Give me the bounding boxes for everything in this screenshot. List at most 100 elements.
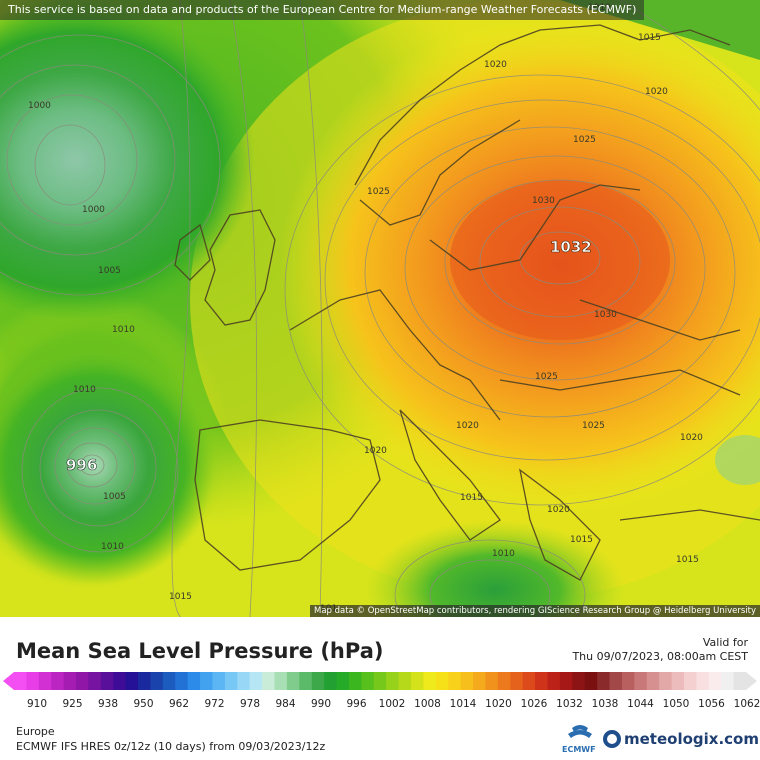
isobar-label: 1005 bbox=[103, 492, 126, 502]
scale-tick-label: 1032 bbox=[556, 698, 583, 710]
ecmwf-logo-text: ECMWF bbox=[562, 745, 596, 754]
scale-swatch bbox=[460, 672, 474, 690]
scale-swatch bbox=[224, 672, 238, 690]
map-attribution[interactable]: Map data © OpenStreetMap contributors, r… bbox=[310, 605, 760, 617]
scale-right-arrow bbox=[746, 672, 757, 690]
scale-swatch bbox=[138, 672, 151, 690]
scale-swatch bbox=[286, 672, 300, 690]
scale-swatch bbox=[733, 672, 747, 690]
legend-footer: Mean Sea Level Pressure (hPa) Valid for … bbox=[0, 617, 760, 760]
scale-swatch bbox=[547, 672, 561, 690]
valid-for-label: Valid for bbox=[702, 636, 748, 649]
scale-swatch bbox=[535, 672, 548, 690]
region-label: Europe bbox=[16, 725, 55, 738]
isobar-labels: 1010 1015 1020 1020 1025 1025 1030 1030 … bbox=[28, 3, 703, 614]
scale-swatch bbox=[398, 672, 412, 690]
meteologix-brand: meteologix.com bbox=[624, 730, 759, 748]
isobar-label: 1030 bbox=[532, 196, 555, 206]
scale-tick-label: 1050 bbox=[662, 698, 690, 710]
scale-swatch bbox=[324, 672, 338, 690]
scale-tick-label: 962 bbox=[168, 698, 190, 710]
pressure-field: 1010 1015 1020 1020 1025 1025 1030 1030 … bbox=[0, 0, 760, 617]
isobar-label: 1010 bbox=[112, 325, 135, 335]
scale-tick-label: 984 bbox=[275, 698, 296, 710]
scale-swatch bbox=[63, 672, 77, 690]
scale-swatch bbox=[683, 672, 697, 690]
scale-swatch bbox=[274, 672, 288, 690]
valid-date: Thu 09/07/2023, 08:00am CEST bbox=[572, 650, 748, 663]
scale-swatch bbox=[26, 672, 40, 690]
scale-swatch bbox=[100, 672, 114, 690]
isobar-label: 1030 bbox=[594, 310, 617, 320]
isobar-label: 1020 bbox=[364, 446, 387, 456]
isobar-label: 1025 bbox=[573, 135, 596, 145]
scale-swatch bbox=[76, 672, 89, 690]
isobar-label: 1025 bbox=[582, 421, 605, 431]
scale-swatch bbox=[38, 672, 52, 690]
scale-swatch bbox=[125, 672, 139, 690]
scale-swatch bbox=[311, 672, 325, 690]
color-scale-ticks: 910 925 938 950 962 972 978 984 990 996 1002 1008 10… bbox=[0, 698, 760, 712]
isobar-label: 1015 bbox=[169, 592, 192, 602]
isobar-label: 1010 bbox=[492, 549, 515, 559]
scale-swatch bbox=[621, 672, 635, 690]
scale-swatch bbox=[150, 672, 164, 690]
scale-swatch bbox=[373, 672, 387, 690]
scale-swatch bbox=[696, 672, 710, 690]
scale-swatch bbox=[609, 672, 623, 690]
scale-tick-label: 1026 bbox=[520, 698, 548, 710]
scale-swatch bbox=[497, 672, 511, 690]
isobar-label: 1015 bbox=[676, 555, 699, 565]
model-info: ECMWF IFS HRES 0z/12z (10 days) from 09/… bbox=[16, 740, 326, 753]
scale-tick-label: 1020 bbox=[485, 698, 512, 710]
scale-swatch bbox=[448, 672, 462, 690]
scale-swatch bbox=[113, 672, 127, 690]
scale-swatch bbox=[671, 672, 685, 690]
scale-swatch bbox=[51, 672, 65, 690]
scale-swatch bbox=[597, 672, 611, 690]
scale-swatch bbox=[634, 672, 648, 690]
isobar-label: 1005 bbox=[98, 266, 121, 276]
isobar-label: 1000 bbox=[28, 101, 51, 111]
scale-swatch bbox=[237, 672, 251, 690]
scale-swatch bbox=[162, 672, 176, 690]
scale-tick-label: 1038 bbox=[591, 698, 619, 710]
scale-swatch bbox=[411, 672, 424, 690]
scale-swatch bbox=[721, 672, 735, 690]
ecmwf-notice: This service is based on data and produc… bbox=[0, 0, 645, 20]
isobar-label: 1015 bbox=[460, 493, 483, 503]
ecmwf-logo-icon bbox=[568, 725, 592, 738]
scale-tick-label: 1062 bbox=[733, 698, 760, 710]
isobars bbox=[0, 0, 760, 617]
scale-tick-label: 972 bbox=[204, 698, 225, 710]
scale-tick-label: 1056 bbox=[698, 698, 725, 710]
scale-swatch bbox=[88, 672, 102, 690]
low-pressure-center-label: 996 bbox=[66, 456, 97, 474]
scale-swatch bbox=[249, 672, 263, 690]
scale-swatch bbox=[386, 672, 400, 690]
scale-swatch bbox=[522, 672, 536, 690]
pressure-map[interactable]: 1010 1015 1020 1020 1025 1025 1030 1030 … bbox=[0, 0, 760, 617]
color-scale-bar bbox=[3, 672, 757, 690]
meteologix-logo[interactable]: meteologix.com bbox=[603, 729, 759, 749]
scale-swatch bbox=[348, 672, 362, 690]
isobar-label: 1020 bbox=[456, 421, 479, 431]
scale-tick-label: 996 bbox=[346, 698, 367, 710]
scale-tick-label: 990 bbox=[310, 698, 332, 710]
scale-swatch bbox=[510, 672, 524, 690]
scale-swatch bbox=[299, 672, 313, 690]
isobar-label: 1020 bbox=[680, 433, 703, 443]
high-pressure-center-label: 1032 bbox=[550, 238, 592, 256]
scale-tick-label: 910 bbox=[26, 698, 48, 710]
scale-left-arrow bbox=[3, 672, 14, 690]
scale-swatch bbox=[262, 672, 276, 690]
scale-swatch bbox=[14, 672, 27, 690]
isobar-label: 1025 bbox=[535, 372, 558, 382]
scale-tick-label: 950 bbox=[133, 698, 154, 710]
isobar-label: 1010 bbox=[101, 542, 124, 552]
scale-swatch bbox=[336, 672, 350, 690]
isobar-label: 1020 bbox=[484, 60, 507, 70]
scale-swatch bbox=[212, 672, 226, 690]
isobar-label: 1020 bbox=[645, 87, 668, 97]
scale-swatch bbox=[200, 672, 214, 690]
